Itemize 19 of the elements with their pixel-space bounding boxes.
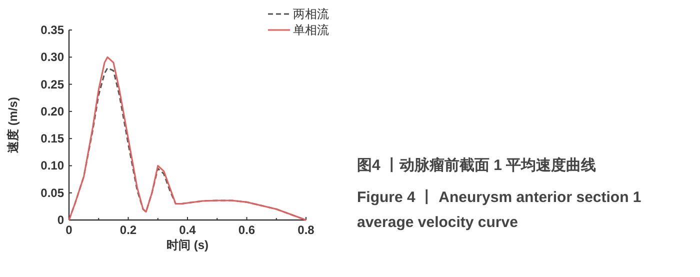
x-tick-label: 0: [66, 223, 73, 237]
y-tick-label: 0.30: [40, 50, 64, 64]
x-tick-label: 0.8: [298, 223, 315, 237]
legend-label: 单相流: [293, 23, 329, 37]
y-tick-label: 0.25: [40, 77, 64, 92]
y-tick-label: 0.20: [40, 104, 64, 118]
x-axis-title: 时间 (s): [166, 238, 209, 252]
y-tick-label: 0: [57, 213, 64, 227]
y-tick-label: 0.05: [40, 186, 64, 200]
y-tick-label: 0.35: [40, 23, 64, 37]
x-tick-label: 0.2: [120, 223, 137, 237]
y-tick-label: 0.10: [40, 158, 64, 173]
caption: 图4 丨动脉瘤前截面 1 平均速度曲线: [357, 156, 596, 174]
x-tick-label: 0.6: [238, 223, 256, 237]
y-tick-label: 0.15: [40, 132, 64, 146]
y-axis-title: 速度 (m/s): [6, 96, 20, 154]
legend-label: 两相流: [293, 7, 329, 21]
x-tick-label: 0.4: [179, 223, 196, 237]
caption: Figure 4 丨 Aneurysm anterior section 1 average velocity curve: [357, 189, 642, 231]
